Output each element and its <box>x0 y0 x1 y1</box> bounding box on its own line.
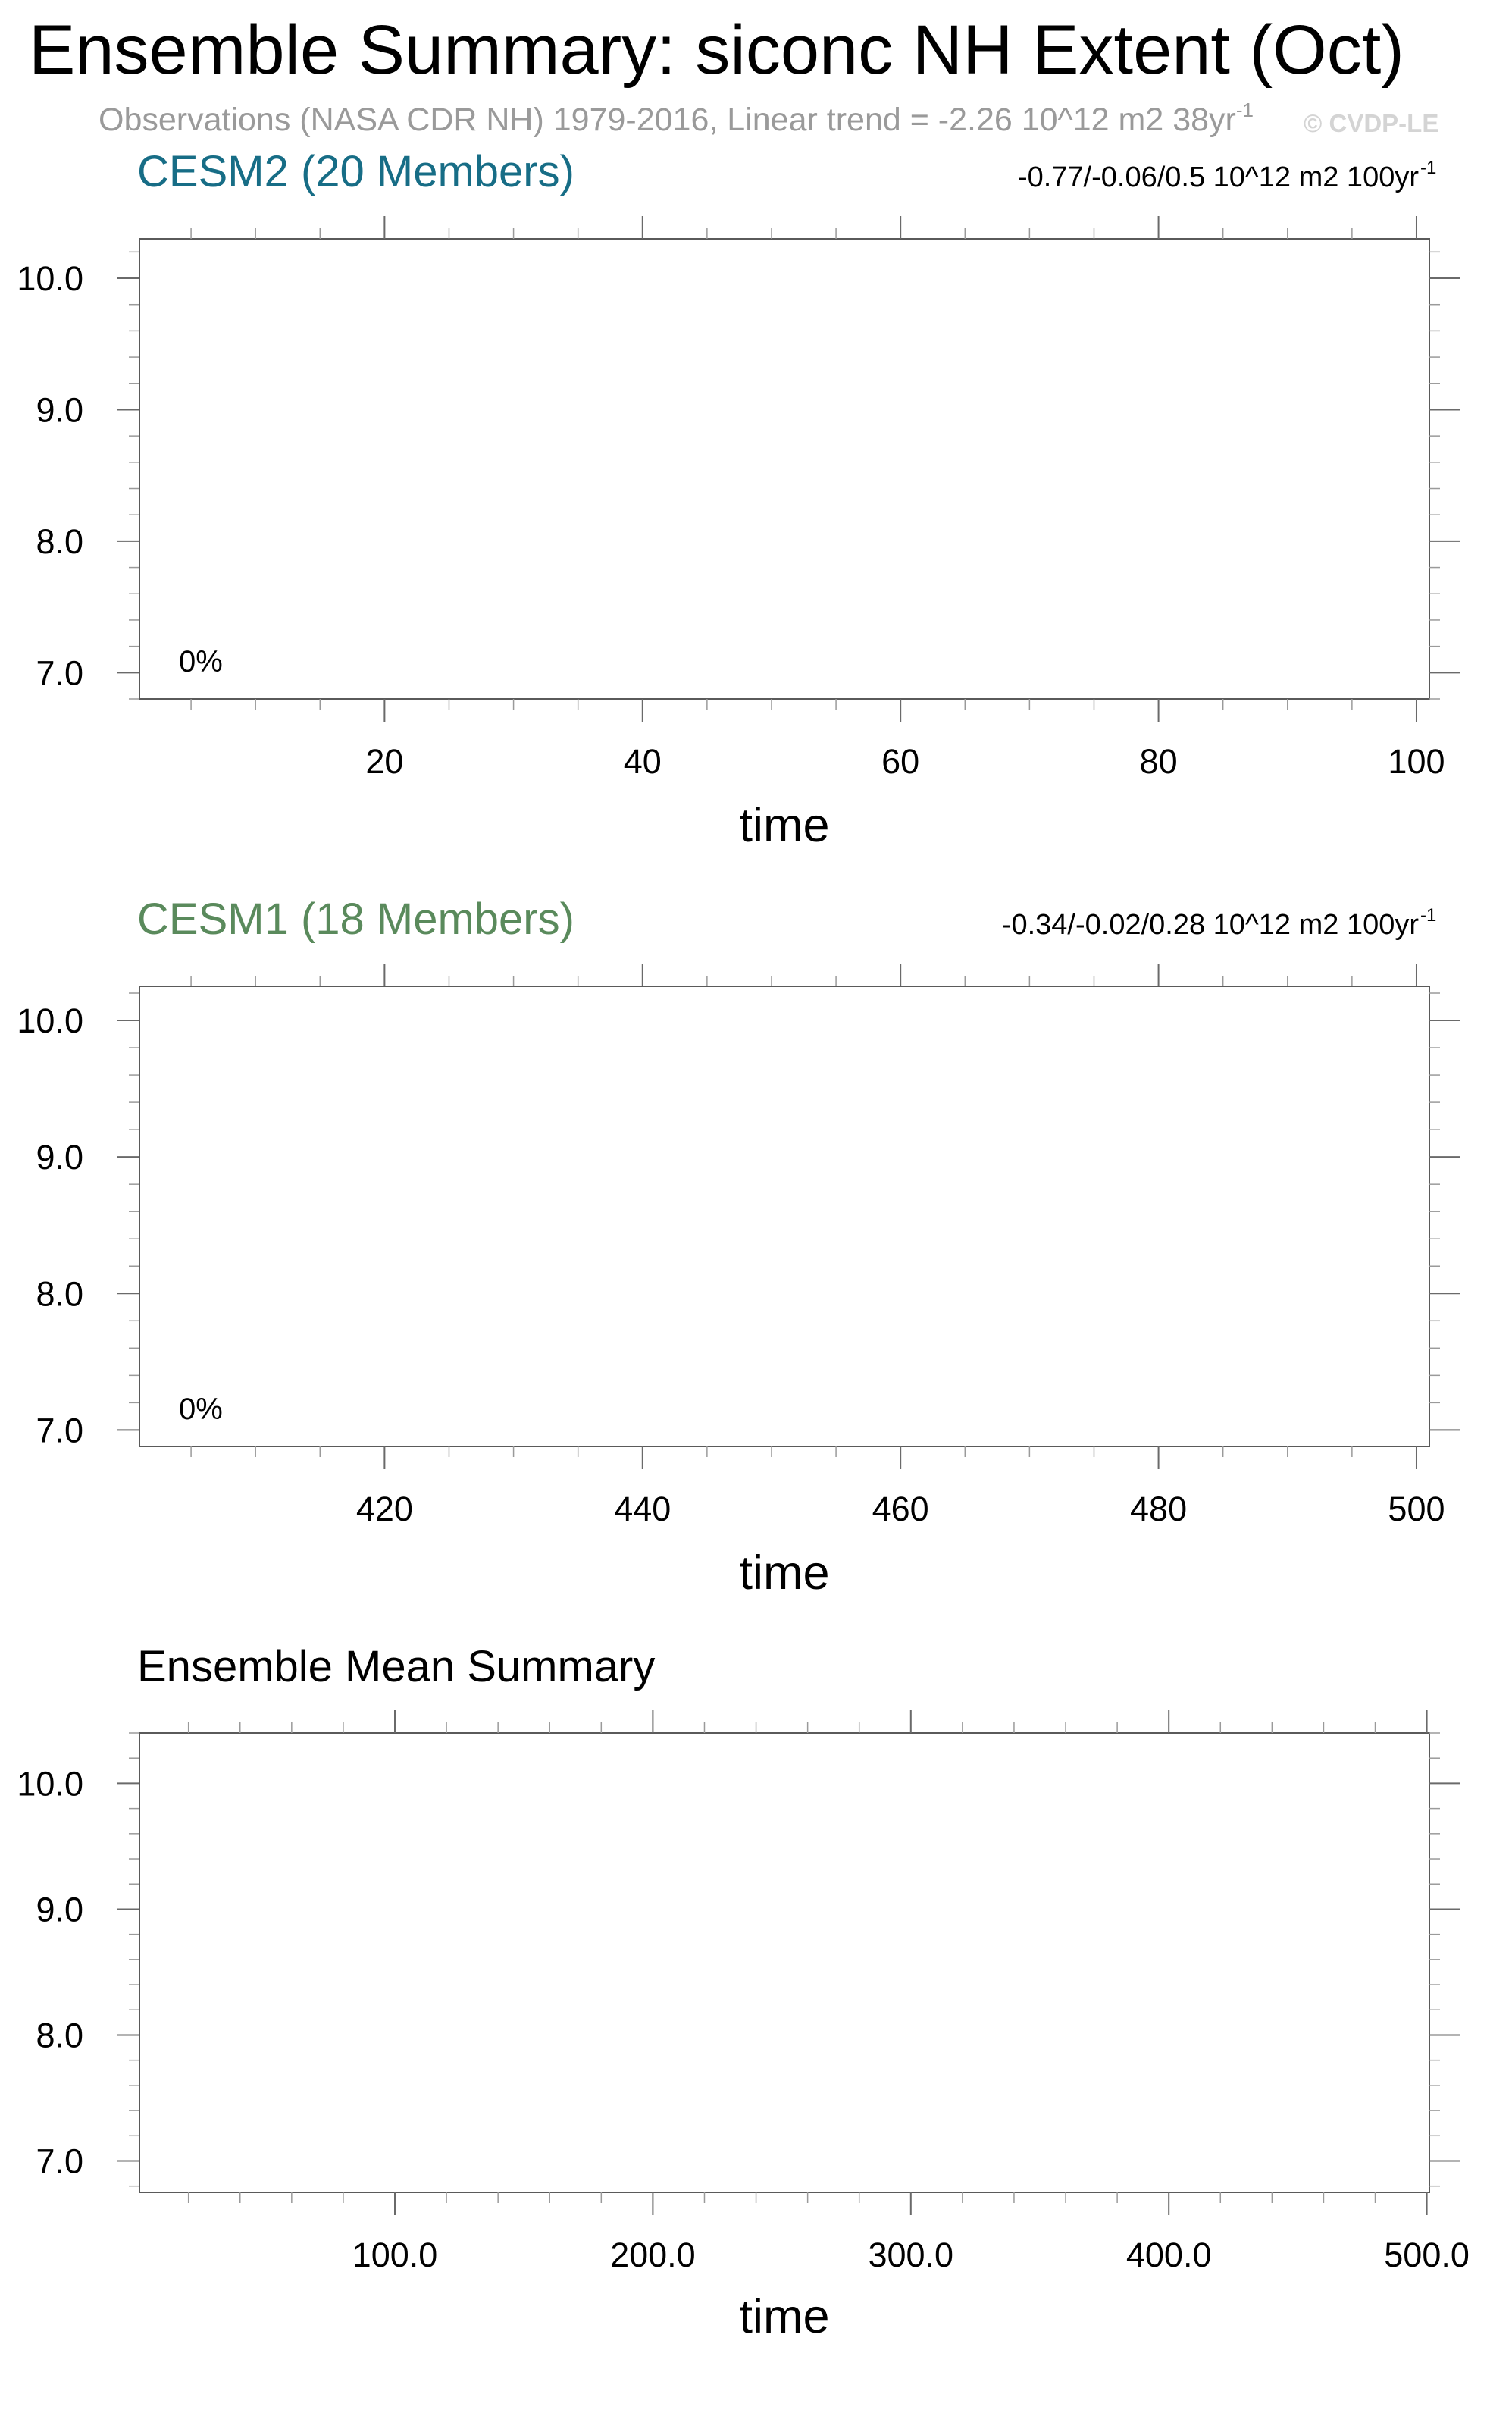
panel-cesm2: CESM2 (20 Members) -0.77/-0.06/0.5 10^12 … <box>17 147 1460 852</box>
x-axis-label: time <box>739 1546 829 1600</box>
y-tick-label: 10.0 <box>17 1764 83 1803</box>
x-tick-label: 100 <box>1388 742 1445 781</box>
x-tick-label: 300.0 <box>868 2236 953 2274</box>
y-tick-label: 8.0 <box>36 522 83 561</box>
x-tick-label: 460 <box>872 1490 929 1528</box>
plot-frame <box>139 238 1430 700</box>
x-tick-label: 80 <box>1140 742 1178 781</box>
panel-title: CESM2 (20 Members) <box>137 147 574 196</box>
plot-frame <box>139 1732 1430 2193</box>
panel-title: CESM1 (18 Members) <box>137 895 574 944</box>
y-tick-label: 9.0 <box>36 390 83 429</box>
x-tick-label: 20 <box>365 742 403 781</box>
trend-exponent: -1 <box>1420 158 1436 178</box>
observations-exponent: -1 <box>1236 99 1254 121</box>
trend-range-label: -0.77/-0.06/0.5 10^12 m2 100yr <box>1018 161 1419 193</box>
x-tick-label: 40 <box>624 742 662 781</box>
x-tick-label: 60 <box>881 742 919 781</box>
x-tick-label: 480 <box>1130 1490 1187 1528</box>
x-tick-label: 200.0 <box>610 2236 696 2274</box>
percent-label: 0% <box>179 645 223 678</box>
panel-ensemble-mean: Ensemble Mean Summary 100.0 200.0 300.0 400.… <box>17 1642 1470 2343</box>
observations-caption: Observations (NASA CDR NH) 1979-2016, Li… <box>99 99 1254 138</box>
cvdp-watermark: © CVDP-LE <box>1304 109 1438 137</box>
y-tick-label: 7.0 <box>36 653 83 692</box>
panel-cesm1: CESM1 (18 Members) -0.34/-0.02/0.28 10^12… <box>17 895 1460 1600</box>
trend-range-text: -0.77/-0.06/0.5 10^12 m2 100yr <box>1018 161 1419 193</box>
x-axis-label: time <box>739 799 829 852</box>
y-tick-label: 7.0 <box>36 2142 83 2180</box>
y-tick-label: 8.0 <box>36 2016 83 2054</box>
x-tick-label: 420 <box>356 1490 413 1528</box>
figure-title: Ensemble Summary: siconc NH Extent (Oct) <box>29 11 1404 89</box>
trend-range-label: -0.34/-0.02/0.28 10^12 m2 100yr <box>1002 909 1420 941</box>
y-tick-label: 7.0 <box>36 1411 83 1449</box>
y-tick-label: 9.0 <box>36 1890 83 1929</box>
x-axis-label: time <box>739 2290 829 2343</box>
x-tick-label: 500 <box>1388 1490 1445 1528</box>
observations-text: Observations (NASA CDR NH) 1979-2016, Li… <box>99 102 1236 138</box>
trend-range-text: -0.34/-0.02/0.28 10^12 m2 100yr <box>1002 909 1420 941</box>
plot-frame <box>139 986 1430 1447</box>
percent-label: 0% <box>179 1393 223 1426</box>
x-tick-label: 400.0 <box>1126 2236 1212 2274</box>
x-tick-label: 500.0 <box>1384 2236 1470 2274</box>
panel-title: Ensemble Mean Summary <box>137 1642 655 1691</box>
y-tick-label: 8.0 <box>36 1274 83 1313</box>
y-tick-label: 9.0 <box>36 1138 83 1177</box>
y-tick-label: 10.0 <box>17 1001 83 1040</box>
x-tick-label: 440 <box>614 1490 671 1528</box>
trend-exponent: -1 <box>1420 905 1436 926</box>
y-tick-label: 10.0 <box>17 259 83 298</box>
x-tick-label: 100.0 <box>352 2236 438 2274</box>
